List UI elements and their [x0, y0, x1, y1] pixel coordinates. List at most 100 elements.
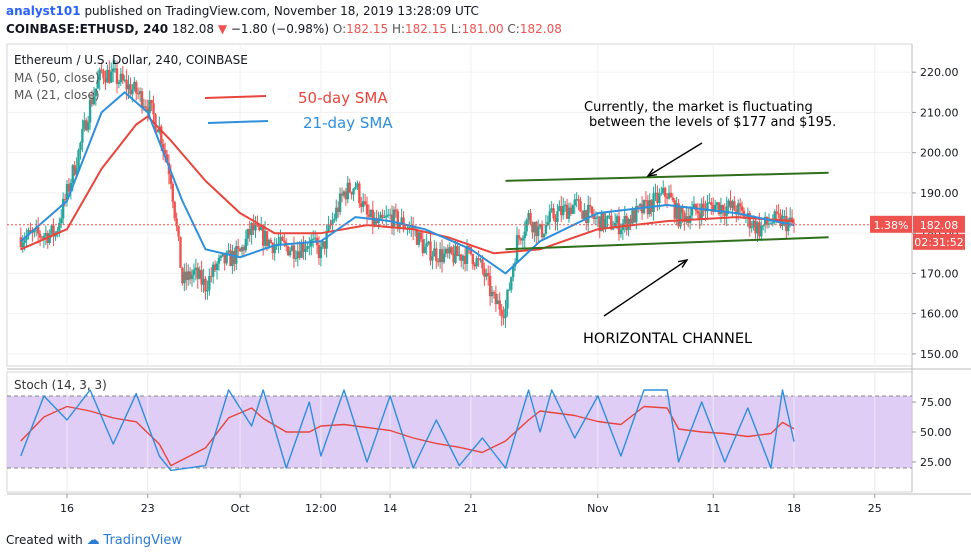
candle-body	[148, 100, 151, 113]
candle-body	[294, 258, 298, 260]
candle-body	[100, 69, 103, 71]
candle-body	[340, 193, 344, 196]
candle-body	[231, 251, 234, 267]
candle-body	[429, 241, 432, 261]
candle-body	[300, 243, 303, 258]
candle-body	[260, 226, 263, 231]
candle-body	[113, 68, 117, 70]
stoch-label: Stoch (14, 3, 3)	[14, 378, 107, 392]
stoch-k-line	[20, 389, 795, 472]
candle-body	[256, 224, 259, 226]
candle-body	[186, 271, 190, 281]
candle-body	[537, 226, 540, 237]
candle-body	[135, 81, 138, 94]
candle-body	[71, 165, 74, 183]
candle-body	[700, 203, 703, 220]
candle-body	[383, 217, 386, 219]
time-tick-label: 23	[141, 502, 155, 515]
candle-body	[675, 203, 678, 219]
author-link[interactable]: analyst101	[6, 4, 81, 18]
candle-body	[85, 120, 88, 131]
candle-body	[211, 264, 215, 277]
candle-body	[69, 182, 73, 192]
candle-body	[698, 213, 701, 220]
candle-body	[279, 236, 282, 244]
candle-body	[421, 239, 425, 254]
candle-body	[308, 246, 311, 248]
candle-body	[202, 278, 205, 285]
candle-body	[381, 214, 384, 218]
candle-body	[371, 209, 375, 225]
candle-body	[717, 202, 721, 215]
candle-body	[713, 204, 717, 212]
candle-body	[361, 201, 365, 208]
candle-body	[60, 218, 63, 224]
candle-body	[748, 213, 751, 229]
candle-body	[494, 293, 498, 305]
candle-body	[467, 246, 471, 248]
candle-body	[579, 200, 582, 212]
candle-body	[461, 255, 465, 261]
candle-body	[246, 229, 249, 239]
candle-body	[481, 259, 484, 269]
candle-body	[706, 202, 709, 212]
candle-body	[342, 191, 346, 196]
candle-body	[715, 202, 719, 205]
candle-body	[238, 248, 242, 252]
candle-body	[194, 267, 198, 271]
candle-body	[269, 240, 273, 243]
candle-body	[760, 225, 763, 237]
candle-body	[325, 230, 328, 249]
stoch-tick-label: 25.00	[920, 456, 952, 469]
lower-arrow-icon-head	[678, 258, 689, 268]
candle-body	[129, 84, 132, 95]
candle-body	[377, 218, 380, 224]
candle-body	[425, 243, 428, 247]
candle-body	[150, 100, 153, 104]
candle-body	[73, 165, 76, 175]
candle-body	[296, 251, 299, 259]
price-tick-label: 200.00	[920, 147, 959, 160]
candle-body	[240, 246, 244, 252]
candle-body	[663, 187, 667, 197]
candle-body	[229, 250, 232, 267]
candle-body	[331, 220, 334, 226]
candle-body	[83, 120, 86, 129]
candle-body	[38, 233, 42, 238]
tradingview-brand[interactable]: TradingView	[103, 533, 182, 548]
candle-body	[519, 238, 523, 241]
market-note-line2: between the levels of $177 and $195.	[589, 115, 836, 130]
candle-body	[221, 253, 224, 256]
candle-body	[265, 231, 269, 246]
candle-body	[33, 229, 36, 233]
candle-body	[281, 236, 284, 241]
candle-body	[471, 253, 475, 265]
candle-body	[683, 212, 686, 222]
candle-body	[396, 211, 400, 228]
candle-body	[673, 200, 676, 219]
candle-body	[708, 202, 711, 204]
ma50-legend: MA (50, close)	[14, 71, 100, 85]
candle-body	[90, 99, 94, 105]
candle-body	[637, 205, 640, 207]
candle-body	[431, 256, 434, 261]
candle-body	[565, 204, 569, 219]
candle-body	[360, 203, 363, 208]
upper-arrow-icon	[647, 142, 703, 177]
candle-body	[254, 224, 257, 231]
candle-body	[479, 259, 482, 261]
candle-body	[777, 213, 780, 215]
candle-body	[483, 268, 486, 277]
candle-body	[665, 196, 669, 199]
candle-body	[525, 219, 528, 232]
candle-body	[200, 269, 203, 285]
candle-body	[600, 212, 603, 232]
time-tick-label: 16	[60, 502, 74, 515]
candle-body	[179, 236, 182, 268]
candle-body	[136, 93, 140, 95]
candle-body	[556, 211, 559, 223]
candle-body	[477, 258, 480, 260]
candle-body	[56, 230, 59, 233]
candle-body	[190, 274, 194, 280]
